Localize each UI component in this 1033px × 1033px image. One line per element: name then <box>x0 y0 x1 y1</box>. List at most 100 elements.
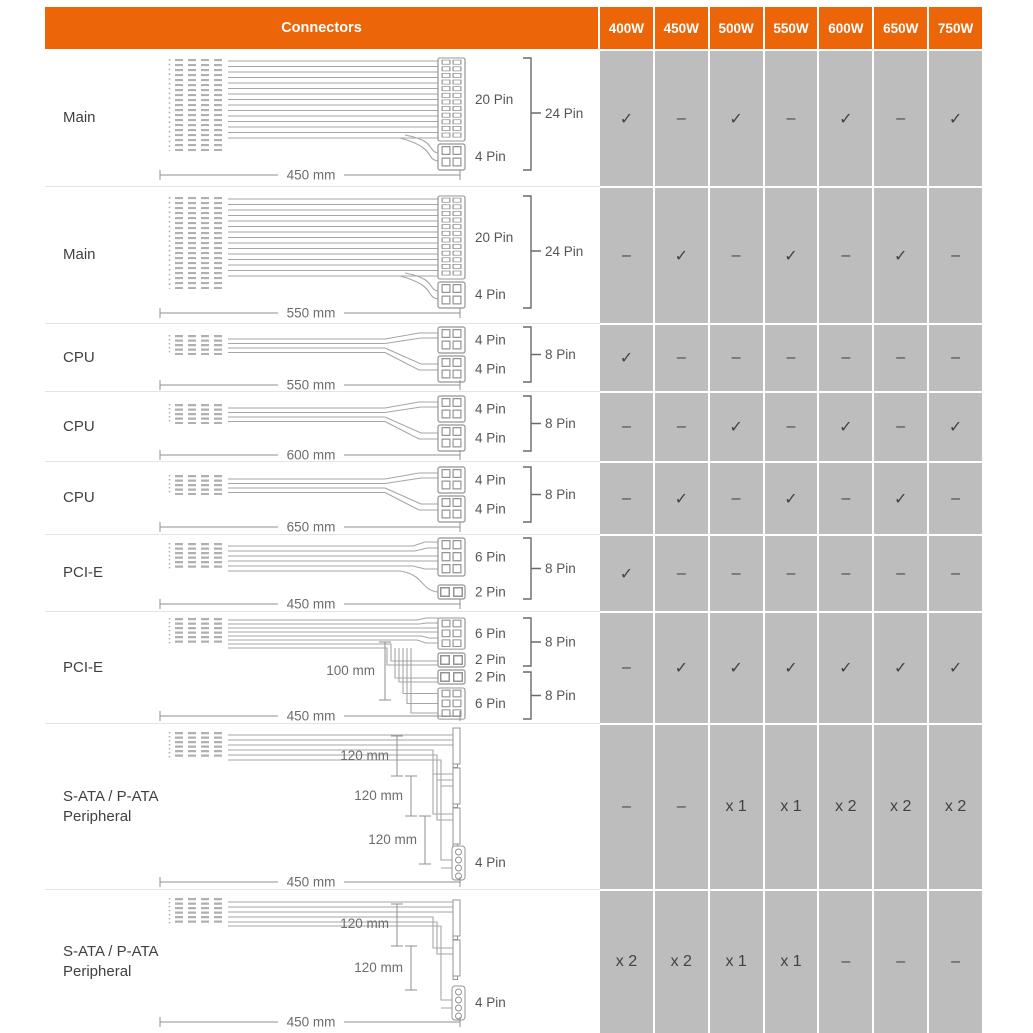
spec-cell: – <box>709 536 763 611</box>
spec-cell: ✓ <box>709 51 763 186</box>
table-row: CPU 4 Pin 4 Pin 8 Pin 600 mm – – ✓ – ✓ – <box>45 391 982 462</box>
total-pin-label: 8 Pin <box>545 347 576 362</box>
length-dimension: 450 mm <box>159 709 461 724</box>
spec-cell: – <box>874 51 928 186</box>
spec-cell: ✓ <box>654 463 708 534</box>
row-label: PCI-E <box>63 658 104 676</box>
pin-label: 4 Pin <box>475 333 506 348</box>
spec-cell: ✓ <box>600 51 653 186</box>
spec-cell: – <box>709 463 763 534</box>
spacing-dimension: 120 mm <box>340 903 403 947</box>
spacing-dimension: 120 mm <box>354 945 417 991</box>
spec-cell: ✓ <box>819 51 873 186</box>
spec-cell: – <box>600 613 653 723</box>
row-label: CPU <box>63 417 95 435</box>
row-label: CPU <box>63 489 95 506</box>
pin-label: 2 Pin <box>475 585 506 600</box>
spec-cell: x 2 <box>929 725 982 889</box>
spec-cell: – <box>929 891 982 1033</box>
cable-length-label: 450 mm <box>287 709 336 724</box>
total-pin-label: 8 Pin <box>545 487 576 502</box>
row-label: CPU <box>63 348 95 366</box>
spec-cell: – <box>874 325 928 391</box>
spec-cell: ✓ <box>764 188 818 323</box>
table-row: CPU 4 Pin 4 Pin 8 Pin 650 mm – ✓ – ✓ – ✓ <box>45 461 982 535</box>
table-row: CPU 4 Pin 4 Pin 8 Pin 550 mm ✓ – – – – – <box>45 323 982 392</box>
spec-cell: – <box>874 393 928 461</box>
wattage-header-600w: 600W <box>819 7 873 49</box>
pin-label: 4 Pin <box>475 149 506 164</box>
row-label-line1: S-ATA / P-ATA <box>63 787 159 805</box>
spec-cell: ✓ <box>929 393 982 461</box>
row-label: PCI-E <box>63 564 104 581</box>
length-dimension: 650 mm <box>159 520 461 535</box>
table-row: S-ATA / P-ATA Peripheral 120 mm 120 mm <box>45 723 982 890</box>
spec-cell: – <box>654 51 708 186</box>
spec-cell: – <box>600 725 653 889</box>
spec-cell: x 1 <box>709 891 763 1033</box>
spec-cell: – <box>819 463 873 534</box>
spec-cell: – <box>929 536 982 611</box>
row-label: Main <box>63 108 96 126</box>
total-pin-label: 8 Pin <box>545 635 576 650</box>
wattage-header-450w: 450W <box>654 7 708 49</box>
spec-cell: ✓ <box>654 188 708 323</box>
total-pin-label: 8 Pin <box>545 688 576 703</box>
total-pin-label: 24 Pin <box>545 244 583 259</box>
pin-label: 20 Pin <box>475 230 513 245</box>
row-label-line2: Peripheral <box>63 807 132 825</box>
spec-cell: – <box>600 463 653 534</box>
pin-label: 4 Pin <box>475 473 506 488</box>
row-label-line2: Peripheral <box>63 962 132 980</box>
spec-cell: ✓ <box>600 325 653 391</box>
wattage-headers: 400W 450W 500W 550W 600W 650W 750W <box>600 7 982 49</box>
spec-cell: x 2 <box>819 725 873 889</box>
cable-length-label: 450 mm <box>287 168 336 183</box>
spec-cell: – <box>764 536 818 611</box>
spec-cell: x 1 <box>709 725 763 889</box>
pin-label: 2 Pin <box>475 652 506 667</box>
connectors-header: Connectors <box>45 7 598 49</box>
row-label: Main <box>63 246 96 263</box>
cpu-cable-diagram: 4 Pin 4 Pin 8 Pin 550 mm <box>159 324 576 392</box>
spec-cell: ✓ <box>929 613 982 723</box>
spacing-dimension: 120 mm <box>368 815 431 865</box>
spec-cell: – <box>929 463 982 534</box>
row-label: S-ATA / P-ATA Peripheral <box>63 942 159 982</box>
pin-label: 6 Pin <box>475 626 506 641</box>
length-dimension: 450 mm <box>159 875 461 890</box>
pin-label: 4 Pin <box>475 855 506 870</box>
pin-label: 6 Pin <box>475 696 506 711</box>
spec-cell: ✓ <box>874 463 928 534</box>
spacing-label: 100 mm <box>326 663 375 678</box>
spec-cell: – <box>929 325 982 391</box>
spec-cell: – <box>654 536 708 611</box>
spec-cell: x 2 <box>874 725 928 889</box>
spacing-dimension: 120 mm <box>340 735 403 777</box>
table-row: S-ATA / P-ATA Peripheral 120 mm 120 mm 4… <box>45 889 982 1033</box>
pin-label: 20 Pin <box>475 92 513 107</box>
spec-cell: – <box>600 393 653 461</box>
total-pin-label: 8 Pin <box>545 561 576 576</box>
table-row: Main 20 Pin 4 Pin 24 Pin 550 mm – ✓ – <box>45 186 982 323</box>
pin-label: 4 Pin <box>475 502 506 517</box>
table-row: Main 20 Pin 4 Pin 24 Pin 450 mm ✓ – ✓ <box>45 49 982 186</box>
wattage-header-400w: 400W <box>600 7 653 49</box>
spec-cell: ✓ <box>709 393 763 461</box>
pcie-dual-cable-diagram: 6 Pin 2 Pin 2 Pin 6 Pin 8 Pin 8 Pin 100 … <box>159 612 576 724</box>
spec-cell: – <box>764 325 818 391</box>
spec-cell: – <box>929 188 982 323</box>
spec-cell: x 2 <box>654 891 708 1033</box>
length-dimension: 550 mm <box>159 306 461 321</box>
pin-label: 4 Pin <box>475 362 506 377</box>
pin-label: 4 Pin <box>475 995 506 1010</box>
spec-cell: x 1 <box>764 725 818 889</box>
spec-cell: ✓ <box>600 536 653 611</box>
spacing-label: 120 mm <box>368 832 417 847</box>
spec-cell: ✓ <box>819 393 873 461</box>
spec-cell: – <box>654 393 708 461</box>
pin-label: 2 Pin <box>475 670 506 685</box>
spec-cell: – <box>874 891 928 1033</box>
spec-cell: ✓ <box>874 188 928 323</box>
pin-label: 4 Pin <box>475 402 506 417</box>
